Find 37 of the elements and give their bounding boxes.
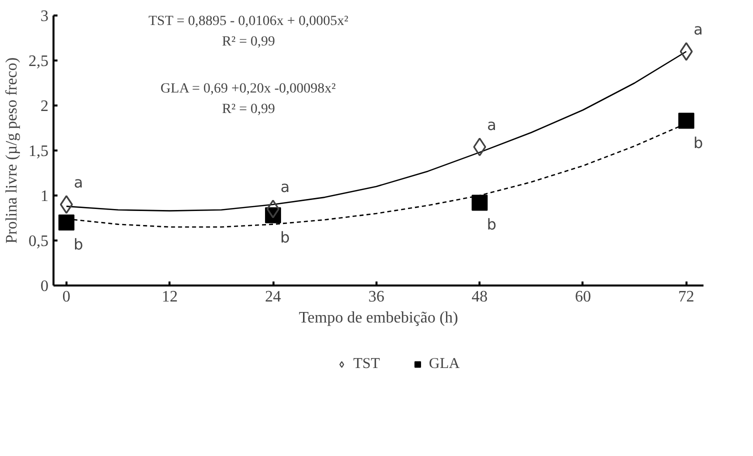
point (473, 138, 486, 156)
x-tick-label: 60 (574, 288, 591, 306)
point (60, 195, 73, 214)
point (472, 194, 488, 211)
point (680, 42, 693, 61)
annotation: a (487, 116, 496, 134)
y-axis-title: Prolina livre (µ/g peso freco) (4, 57, 20, 244)
annotation: b (74, 236, 84, 254)
y-tick-label: 3 (40, 8, 48, 25)
point (58, 214, 74, 230)
y-tick-label: 0,5 (28, 233, 48, 250)
x-tick-label: 0 (62, 288, 70, 306)
x-tick-label: 48 (472, 288, 488, 306)
legend-label: GLA (428, 356, 460, 372)
annotation: a (280, 178, 290, 196)
point (266, 200, 280, 218)
x-axis-title: Tempo de embebição (h) (298, 310, 458, 326)
annotation: GLA = 0,69 +0,20x -0,00098x² (160, 82, 336, 96)
x-tick-label: 24 (265, 288, 282, 306)
y-tick-label: 1,5 (28, 143, 48, 160)
y-tick-label: 2 (40, 98, 48, 115)
y-tick-label: 1 (40, 188, 48, 205)
y-tick-label: 0 (40, 278, 48, 295)
annotation: b (486, 216, 496, 234)
annotation: a (694, 20, 703, 38)
y-tick-label: 2,5 (28, 53, 48, 70)
x-tick-label: 36 (368, 288, 384, 306)
x-tick-label: 72 (678, 288, 694, 306)
point (678, 112, 694, 129)
annotation: R² = 0,99 (222, 34, 275, 50)
annotation: b (694, 134, 704, 152)
legend-label: TST (353, 356, 380, 372)
annotation: a (74, 174, 84, 192)
annotation: TST = 0,8895 - 0,0106x + 0,0005x² (148, 14, 348, 29)
annotation: R² = 0,99 (222, 102, 275, 118)
x-tick-label: 12 (162, 288, 178, 306)
annotation: b (280, 228, 290, 246)
